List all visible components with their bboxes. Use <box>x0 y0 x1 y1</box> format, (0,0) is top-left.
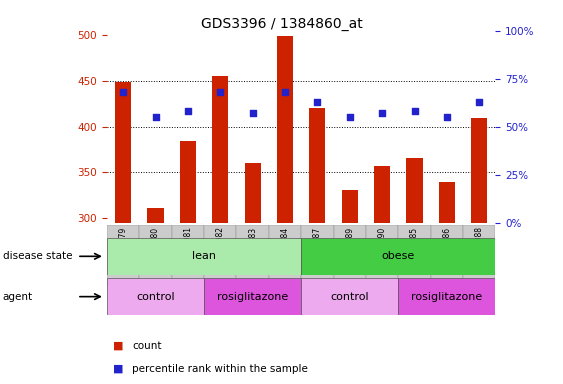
Text: count: count <box>132 341 162 351</box>
Text: GSM172979: GSM172979 <box>119 227 128 273</box>
Bar <box>431 225 463 286</box>
Bar <box>204 225 236 286</box>
Point <box>216 89 225 95</box>
Text: GSM172982: GSM172982 <box>216 227 225 273</box>
Bar <box>107 238 301 275</box>
Bar <box>277 36 293 223</box>
Bar <box>471 118 488 223</box>
Point <box>410 108 419 114</box>
Text: rosiglitazone: rosiglitazone <box>217 291 288 302</box>
Bar <box>463 225 495 286</box>
Text: ■: ■ <box>113 364 123 374</box>
Bar <box>115 82 131 223</box>
Point <box>280 89 289 95</box>
Bar <box>244 163 261 223</box>
Text: control: control <box>330 291 369 302</box>
Point <box>378 110 387 116</box>
Bar <box>301 225 333 286</box>
Text: GSM172980: GSM172980 <box>151 227 160 273</box>
Text: GSM172983: GSM172983 <box>248 227 257 273</box>
Bar <box>439 182 455 223</box>
Bar <box>398 225 431 286</box>
Text: obese: obese <box>382 251 415 262</box>
Bar <box>301 238 495 275</box>
Text: ■: ■ <box>113 341 123 351</box>
Text: GSM172984: GSM172984 <box>280 227 289 273</box>
Text: disease state: disease state <box>3 251 72 262</box>
Bar <box>398 278 495 315</box>
Point <box>475 99 484 105</box>
Point <box>313 99 322 105</box>
Bar <box>236 225 269 286</box>
Bar <box>342 190 358 223</box>
Point <box>345 114 354 120</box>
Bar <box>309 108 325 223</box>
Bar <box>301 278 398 315</box>
Text: GSM172985: GSM172985 <box>410 227 419 273</box>
Bar <box>140 225 172 286</box>
Bar <box>333 225 366 286</box>
Bar <box>172 225 204 286</box>
Text: GSM172990: GSM172990 <box>378 227 387 273</box>
Bar <box>374 166 390 223</box>
Bar <box>204 278 301 315</box>
Bar <box>107 278 204 315</box>
Bar <box>180 141 196 223</box>
Text: GDS3396 / 1384860_at: GDS3396 / 1384860_at <box>200 17 363 31</box>
Text: rosiglitazone: rosiglitazone <box>411 291 482 302</box>
Bar <box>406 158 423 223</box>
Bar <box>269 225 301 286</box>
Text: control: control <box>136 291 175 302</box>
Text: GSM172988: GSM172988 <box>475 227 484 273</box>
Point <box>248 110 257 116</box>
Point <box>443 114 452 120</box>
Point <box>151 114 160 120</box>
Bar <box>148 208 164 223</box>
Text: agent: agent <box>3 291 33 302</box>
Text: GSM172987: GSM172987 <box>313 227 322 273</box>
Point <box>184 108 193 114</box>
Bar <box>212 76 229 223</box>
Bar <box>107 225 139 286</box>
Text: percentile rank within the sample: percentile rank within the sample <box>132 364 308 374</box>
Text: GSM172989: GSM172989 <box>345 227 354 273</box>
Bar <box>366 225 398 286</box>
Text: GSM172981: GSM172981 <box>184 227 193 273</box>
Text: GSM172986: GSM172986 <box>443 227 452 273</box>
Text: lean: lean <box>192 251 216 262</box>
Point <box>119 89 128 95</box>
